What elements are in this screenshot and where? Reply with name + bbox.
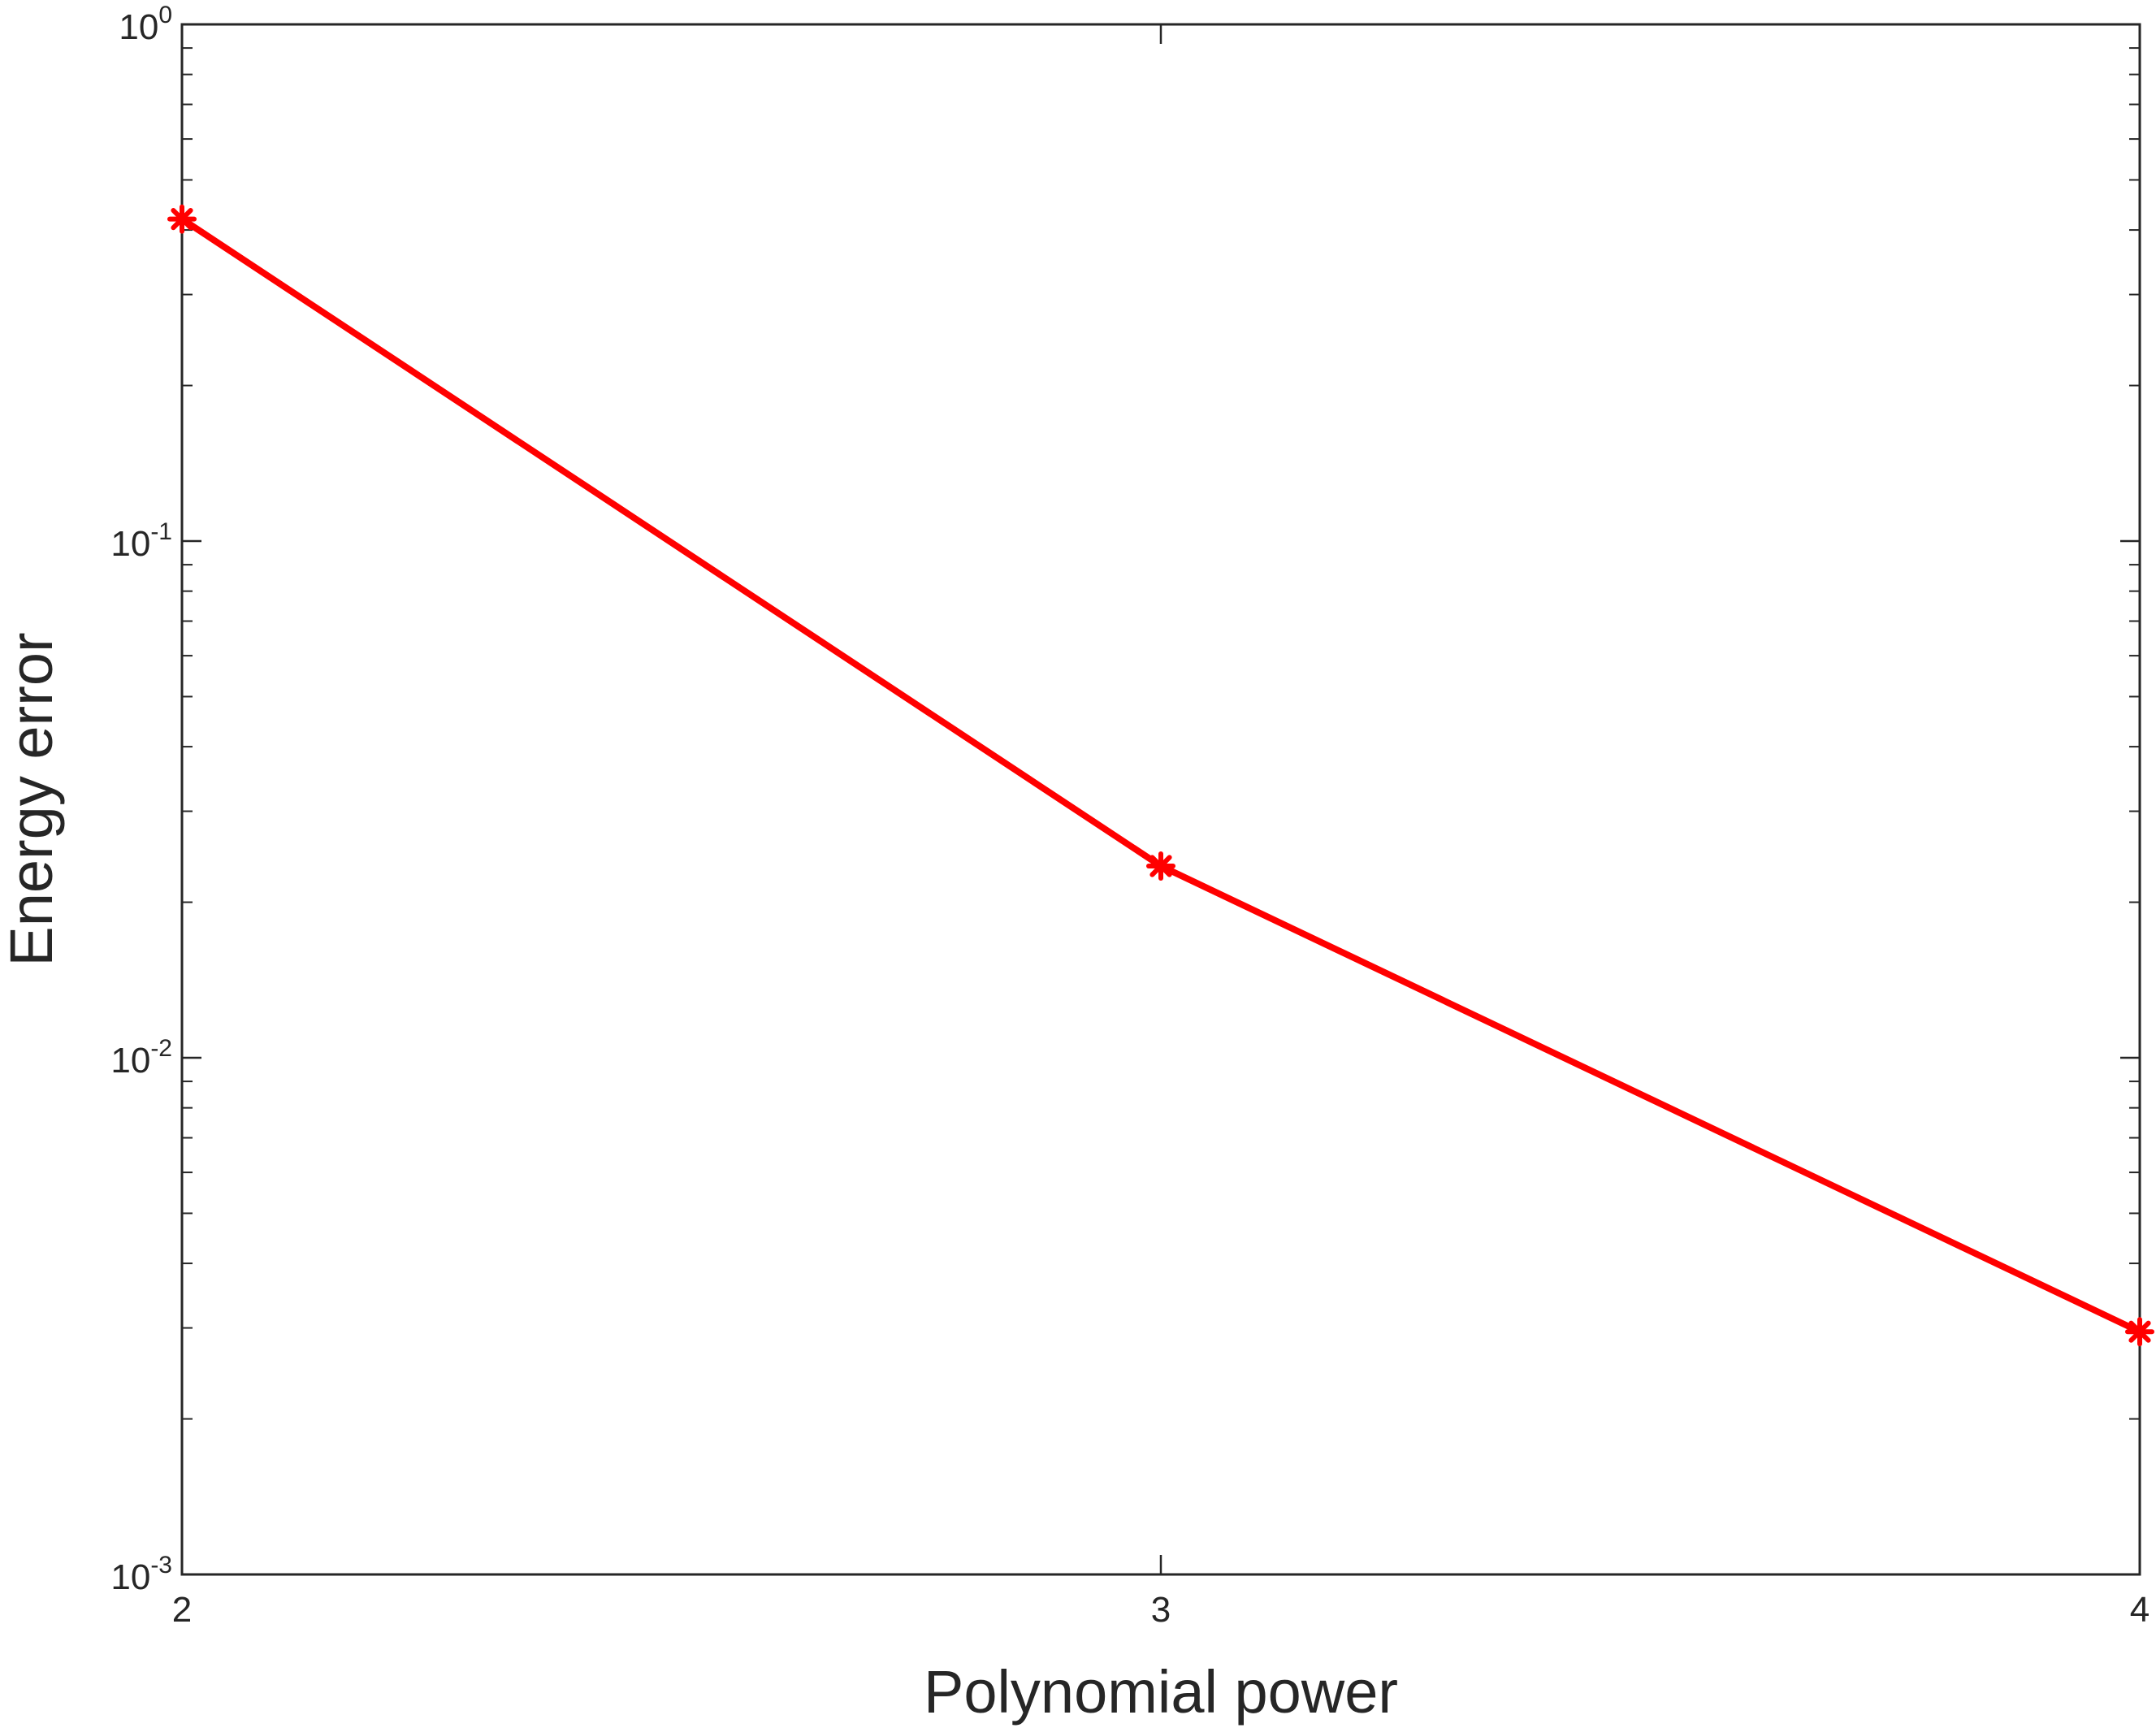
marker-stroke <box>1149 855 1172 877</box>
data-point-marker <box>167 204 197 234</box>
y-tick-base: 10 <box>110 1557 150 1597</box>
x-tick-label: 2 <box>172 1590 192 1630</box>
y-tick-label: 100 <box>119 2 172 47</box>
x-axis-label: Polynomial power <box>924 1658 1398 1726</box>
marker-stroke <box>171 208 193 231</box>
x-tick-label: 4 <box>2130 1590 2150 1630</box>
y-tick-exponent: 0 <box>158 2 172 28</box>
series-layer <box>167 204 2154 1347</box>
minor-ticks <box>182 47 2140 1420</box>
x-tick-label: 3 <box>1151 1590 1171 1630</box>
y-tick-exponent: -2 <box>150 1035 172 1062</box>
y-tick-exponent: -3 <box>150 1552 172 1579</box>
y-tick-exponent: -1 <box>150 518 172 545</box>
x-tick-labels: 2 3 4 <box>172 1590 2150 1630</box>
y-tick-base: 10 <box>110 524 150 564</box>
data-point-marker <box>2125 1317 2154 1347</box>
marker-stroke <box>2128 1320 2151 1343</box>
y-tick-label: 10-3 <box>110 1552 172 1597</box>
y-axis-label: Energy error <box>0 632 65 966</box>
axes-box <box>180 23 2141 1576</box>
y-tick-base: 10 <box>110 1041 150 1081</box>
y-tick-base: 10 <box>119 7 158 47</box>
y-tick-label: 10-1 <box>110 518 172 564</box>
y-tick-label: 10-2 <box>110 1035 172 1081</box>
data-point-marker <box>1146 851 1175 881</box>
